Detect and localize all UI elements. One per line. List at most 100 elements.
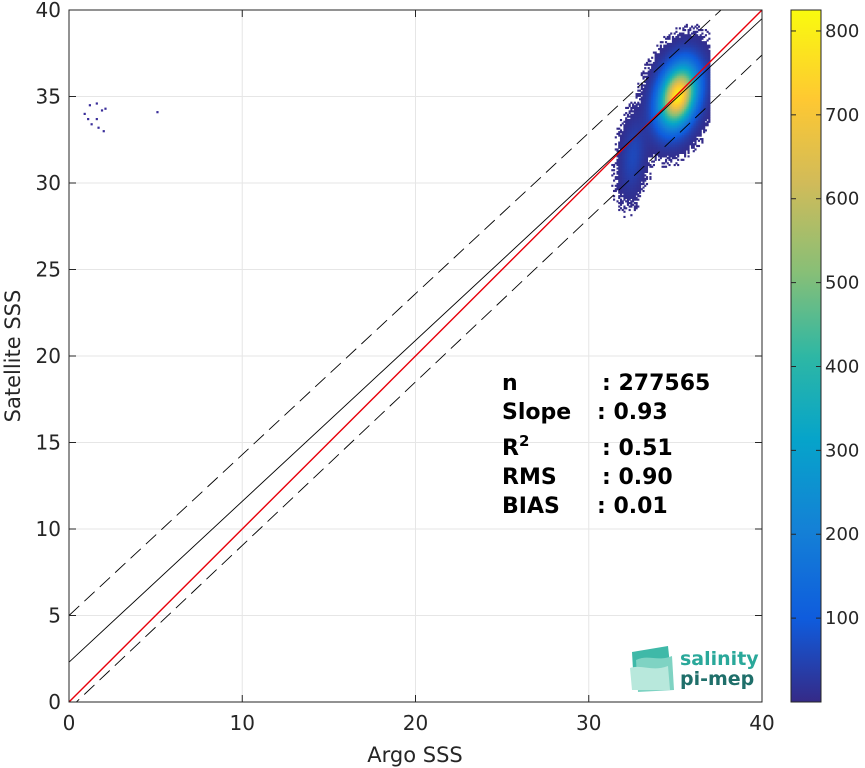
isolated-point — [104, 107, 107, 110]
density-cell — [640, 170, 643, 174]
density-cell — [697, 134, 701, 137]
density-cell — [637, 158, 640, 161]
density-cell — [687, 118, 690, 122]
density-cell — [704, 80, 707, 84]
density-cell — [675, 93, 678, 96]
density-cell — [618, 162, 621, 165]
density-cell — [696, 58, 699, 61]
density-cell — [633, 141, 636, 144]
density-cell — [663, 65, 666, 68]
density-cell — [675, 120, 678, 123]
density-cell — [630, 101, 633, 104]
density-cell — [647, 138, 650, 141]
density-cell — [696, 41, 699, 44]
density-cell — [697, 56, 701, 59]
density-cell — [625, 188, 628, 191]
density-cell — [701, 82, 704, 85]
density-cell — [628, 139, 631, 142]
density-cell — [613, 165, 616, 168]
density-cell — [630, 158, 633, 161]
density-cell — [684, 144, 687, 148]
density-cell — [647, 148, 650, 151]
density-cell — [656, 108, 659, 111]
density-cell — [708, 101, 711, 104]
density-cell — [645, 148, 649, 151]
density-cell — [635, 144, 638, 148]
density-cell — [626, 120, 629, 123]
density-cell — [675, 157, 678, 160]
density-cell — [699, 46, 702, 49]
density-cell — [658, 93, 661, 96]
density-cell — [704, 74, 707, 77]
density-cell — [697, 118, 701, 122]
density-cell — [694, 61, 697, 65]
density-cell — [632, 118, 635, 122]
density-cell — [659, 108, 662, 111]
density-cell — [701, 117, 704, 120]
density-cell — [703, 131, 706, 134]
density-cell — [706, 48, 709, 51]
density-cell — [637, 129, 640, 132]
density-cell — [664, 120, 668, 123]
density-cell — [633, 120, 636, 123]
density-cell — [685, 108, 688, 111]
density-cell — [621, 139, 624, 142]
density-cell — [703, 84, 706, 87]
density-cell — [684, 63, 687, 66]
density-cell — [623, 162, 626, 165]
density-cell — [623, 183, 626, 186]
density-cell — [687, 129, 690, 132]
density-cell — [652, 118, 655, 122]
density-cell — [645, 101, 649, 104]
density-cell — [684, 60, 687, 63]
density-cell — [628, 179, 631, 182]
density-cell — [661, 99, 664, 103]
density-cell — [682, 143, 685, 146]
density-cell — [671, 105, 675, 108]
density-cell — [689, 86, 692, 89]
density-cell — [673, 148, 676, 151]
density-cell — [670, 61, 673, 65]
density-cell — [619, 193, 623, 196]
density-cell — [647, 129, 650, 132]
density-cell — [632, 150, 635, 153]
density-cell — [675, 80, 678, 84]
density-cell — [673, 65, 676, 68]
density-cell — [696, 105, 699, 108]
density-cell — [642, 118, 645, 122]
density-cell — [677, 48, 680, 51]
density-cell — [626, 203, 629, 206]
density-cell — [689, 93, 692, 96]
density-cell — [699, 51, 702, 54]
density-cell — [644, 153, 647, 156]
density-cell — [654, 106, 657, 110]
density-cell — [677, 60, 680, 63]
density-cell — [697, 49, 701, 52]
density-cell — [637, 124, 640, 127]
density-cell — [706, 79, 709, 82]
isolated-point — [95, 117, 98, 121]
density-cell — [664, 91, 668, 94]
density-cell — [682, 54, 685, 58]
density-cell — [659, 93, 662, 96]
density-cell — [682, 49, 685, 52]
density-cell — [625, 120, 628, 123]
density-cell — [630, 132, 633, 135]
density-cell — [652, 63, 655, 66]
density-cell — [696, 120, 699, 123]
density-cell — [677, 163, 680, 167]
density-cell — [618, 174, 621, 177]
density-cell — [703, 99, 706, 103]
density-cell — [659, 58, 662, 61]
density-cell — [690, 141, 694, 144]
density-cell — [645, 127, 649, 130]
density-cell — [694, 113, 697, 116]
density-cell — [635, 169, 638, 172]
density-cell — [696, 51, 699, 54]
density-cell — [673, 110, 676, 113]
density-cell — [682, 60, 685, 63]
density-cell — [684, 115, 687, 118]
density-cell — [647, 153, 650, 156]
density-cell — [703, 53, 706, 56]
density-cell — [635, 181, 638, 184]
